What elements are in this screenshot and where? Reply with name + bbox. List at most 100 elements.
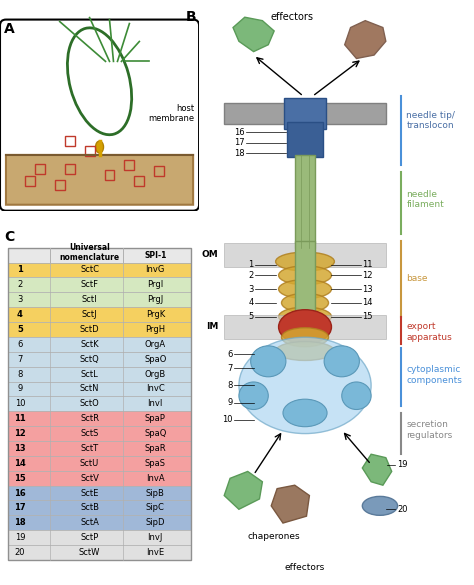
Text: 11: 11 bbox=[362, 260, 373, 270]
Text: PrgH: PrgH bbox=[145, 325, 165, 334]
Text: 12: 12 bbox=[14, 429, 26, 438]
FancyBboxPatch shape bbox=[8, 337, 191, 352]
Text: 7: 7 bbox=[228, 364, 233, 373]
Text: effectors: effectors bbox=[285, 563, 325, 572]
Text: SctS: SctS bbox=[81, 429, 99, 438]
Text: SipC: SipC bbox=[146, 504, 165, 512]
FancyBboxPatch shape bbox=[224, 315, 386, 339]
Text: 6: 6 bbox=[17, 340, 23, 349]
FancyBboxPatch shape bbox=[224, 103, 386, 124]
Text: 12: 12 bbox=[362, 271, 373, 280]
Ellipse shape bbox=[279, 280, 331, 298]
FancyBboxPatch shape bbox=[0, 19, 199, 211]
Text: 7: 7 bbox=[17, 355, 23, 364]
Text: SipB: SipB bbox=[146, 488, 165, 498]
FancyBboxPatch shape bbox=[8, 381, 191, 397]
Text: export
apparatus: export apparatus bbox=[406, 322, 452, 342]
Text: InvJ: InvJ bbox=[147, 533, 163, 542]
Text: 15: 15 bbox=[362, 312, 373, 321]
Text: IM: IM bbox=[206, 322, 219, 332]
Text: SctJ: SctJ bbox=[82, 310, 97, 319]
Text: 11: 11 bbox=[14, 414, 26, 423]
Ellipse shape bbox=[67, 28, 132, 135]
Text: OM: OM bbox=[201, 250, 219, 259]
Text: 5: 5 bbox=[248, 312, 254, 321]
Ellipse shape bbox=[362, 497, 398, 515]
FancyBboxPatch shape bbox=[224, 243, 386, 267]
Text: SctK: SctK bbox=[80, 340, 99, 349]
FancyBboxPatch shape bbox=[295, 155, 315, 248]
FancyBboxPatch shape bbox=[8, 322, 191, 337]
Ellipse shape bbox=[283, 399, 327, 426]
FancyBboxPatch shape bbox=[8, 263, 191, 277]
Polygon shape bbox=[271, 485, 310, 523]
FancyBboxPatch shape bbox=[8, 426, 191, 441]
Text: 13: 13 bbox=[14, 444, 26, 453]
Text: needle
filament: needle filament bbox=[406, 190, 444, 209]
FancyBboxPatch shape bbox=[287, 122, 323, 157]
Text: SctB: SctB bbox=[80, 504, 99, 512]
Text: 8: 8 bbox=[228, 381, 233, 390]
Text: A: A bbox=[4, 22, 15, 36]
Text: 4: 4 bbox=[248, 298, 254, 307]
FancyBboxPatch shape bbox=[6, 155, 193, 205]
Text: 16: 16 bbox=[14, 488, 26, 498]
Text: SpaS: SpaS bbox=[145, 459, 166, 468]
FancyBboxPatch shape bbox=[8, 411, 191, 426]
Text: SctD: SctD bbox=[80, 325, 100, 334]
Ellipse shape bbox=[239, 337, 371, 433]
Ellipse shape bbox=[276, 342, 334, 360]
Ellipse shape bbox=[279, 307, 331, 326]
FancyBboxPatch shape bbox=[8, 501, 191, 515]
Text: C: C bbox=[4, 229, 14, 243]
Text: SpaP: SpaP bbox=[145, 414, 166, 423]
Text: 3: 3 bbox=[17, 295, 23, 304]
Text: InvA: InvA bbox=[146, 474, 164, 483]
Text: SctA: SctA bbox=[80, 518, 99, 527]
Polygon shape bbox=[224, 472, 263, 510]
Text: 17: 17 bbox=[14, 504, 26, 512]
Text: InvC: InvC bbox=[146, 384, 164, 394]
Text: SctP: SctP bbox=[81, 533, 99, 542]
Ellipse shape bbox=[279, 309, 331, 344]
Text: 4: 4 bbox=[17, 310, 23, 319]
Text: 1: 1 bbox=[17, 266, 23, 274]
Text: 20: 20 bbox=[398, 505, 408, 514]
FancyBboxPatch shape bbox=[8, 397, 191, 411]
FancyBboxPatch shape bbox=[8, 277, 191, 292]
Text: SctT: SctT bbox=[81, 444, 99, 453]
Text: OrgA: OrgA bbox=[145, 340, 166, 349]
Ellipse shape bbox=[282, 293, 328, 312]
Text: host
membrane: host membrane bbox=[149, 104, 195, 123]
Text: cytoplasmic
components: cytoplasmic components bbox=[406, 366, 462, 385]
Text: SctQ: SctQ bbox=[80, 355, 100, 364]
FancyBboxPatch shape bbox=[8, 545, 191, 560]
Text: 10: 10 bbox=[15, 400, 25, 408]
Text: SpaQ: SpaQ bbox=[144, 429, 166, 438]
FancyBboxPatch shape bbox=[8, 367, 191, 381]
Text: 2: 2 bbox=[248, 271, 254, 280]
FancyBboxPatch shape bbox=[8, 352, 191, 367]
Ellipse shape bbox=[251, 346, 286, 377]
Ellipse shape bbox=[96, 141, 103, 153]
Text: chaperones: chaperones bbox=[248, 532, 301, 541]
FancyBboxPatch shape bbox=[8, 292, 191, 307]
Text: 19: 19 bbox=[15, 533, 25, 542]
Text: Universal
nomenclature: Universal nomenclature bbox=[60, 243, 119, 262]
Polygon shape bbox=[345, 20, 386, 58]
Text: 6: 6 bbox=[228, 350, 233, 359]
Text: InvG: InvG bbox=[146, 266, 165, 274]
FancyBboxPatch shape bbox=[8, 247, 191, 263]
Text: 3: 3 bbox=[248, 284, 254, 294]
Text: base: base bbox=[406, 274, 428, 283]
Text: B: B bbox=[186, 11, 197, 25]
Polygon shape bbox=[362, 454, 392, 485]
FancyBboxPatch shape bbox=[284, 98, 326, 129]
FancyBboxPatch shape bbox=[8, 486, 191, 501]
Text: 8: 8 bbox=[17, 370, 23, 378]
Ellipse shape bbox=[239, 382, 268, 409]
Text: InvE: InvE bbox=[146, 548, 164, 557]
Text: SctV: SctV bbox=[80, 474, 99, 483]
Text: SctE: SctE bbox=[81, 488, 99, 498]
Text: 10: 10 bbox=[222, 415, 233, 424]
